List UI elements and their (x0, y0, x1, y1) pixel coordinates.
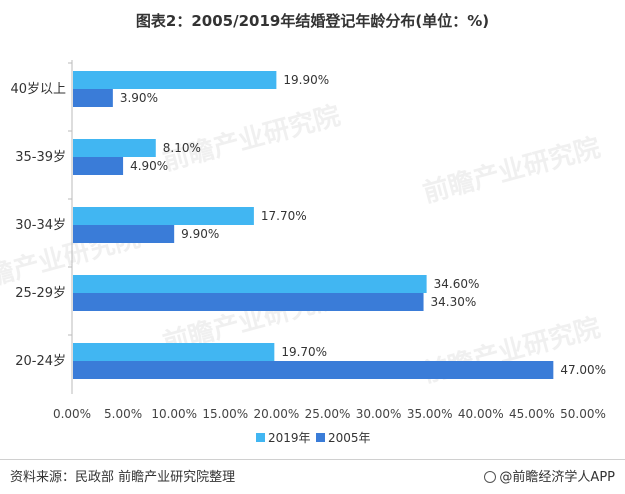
legend-swatch-2005 (316, 433, 325, 442)
footer-divider (0, 459, 625, 460)
bar-2005 (73, 89, 113, 107)
bar-2005 (73, 361, 554, 379)
data-label: 34.30% (431, 295, 477, 309)
category-label: 20-24岁 (15, 354, 66, 369)
bar-2019 (73, 139, 156, 157)
bar-2005 (73, 225, 175, 243)
x-tick-label: 40.00% (458, 407, 504, 421)
category-label: 40岁以上 (10, 82, 66, 97)
x-tick-label: 45.00% (509, 407, 555, 421)
bar-2019 (73, 71, 277, 89)
chart-title: 图表2：2005/2019年结婚登记年龄分布(单位：%) (135, 12, 490, 30)
legend-swatch-2019 (256, 433, 265, 442)
data-label: 8.10% (163, 141, 201, 155)
legend-label: 2019年 (268, 431, 311, 445)
category-label: 25-29岁 (15, 286, 66, 301)
data-label: 3.90% (120, 91, 158, 105)
bar-2005 (73, 293, 424, 311)
category-label: 30-34岁 (15, 218, 66, 233)
data-label: 19.70% (281, 345, 327, 359)
data-label: 19.90% (283, 73, 329, 87)
bar-2019 (73, 275, 427, 293)
bar-2005 (73, 157, 124, 175)
bar-2019 (73, 207, 254, 225)
x-tick-label: 0.00% (53, 407, 91, 421)
bar-2019 (73, 343, 275, 361)
bar-chart: 40岁以上 19.90% 3.90% 35-39岁 8.10% 4.90% 30-34岁 17… (10, 60, 606, 445)
data-label: 9.90% (181, 227, 219, 241)
data-label: 17.70% (261, 209, 307, 223)
brand-logo-icon (484, 471, 497, 483)
x-tick-label: 15.00% (202, 407, 248, 421)
brand-text: @前瞻经济学人APP (484, 466, 615, 485)
data-label: 4.90% (130, 159, 168, 173)
x-tick-label: 25.00% (305, 407, 351, 421)
x-tick-label: 50.00% (560, 407, 606, 421)
category-label: 35-39岁 (15, 150, 66, 165)
x-tick-label: 10.00% (151, 407, 197, 421)
x-tick-label: 30.00% (356, 407, 402, 421)
data-label: 47.00% (560, 363, 606, 377)
x-tick-label: 5.00% (104, 407, 142, 421)
brand-label: @前瞻经济学人APP (499, 470, 615, 485)
legend-label: 2005年 (328, 431, 371, 445)
x-tick-label: 35.00% (407, 407, 453, 421)
source-text: 资料来源：民政部 前瞻产业研究院整理 (10, 470, 236, 485)
x-tick-label: 20.00% (254, 407, 300, 421)
data-label: 34.60% (434, 277, 480, 291)
